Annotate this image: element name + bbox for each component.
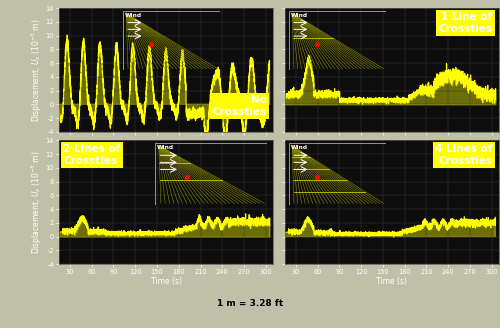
Text: No
Crossties: No Crossties	[212, 95, 266, 117]
Text: 1 Line of
Crossties: 1 Line of Crossties	[438, 12, 492, 33]
X-axis label: Time (s): Time (s)	[150, 277, 182, 286]
Y-axis label: Displacement, $U_x$ (10$^{-3}$ m): Displacement, $U_x$ (10$^{-3}$ m)	[30, 150, 44, 254]
Text: 2 Lines of
Crossties: 2 Lines of Crossties	[64, 144, 120, 166]
Text: 4 Lines of
Crossties: 4 Lines of Crossties	[435, 144, 492, 166]
Y-axis label: Displacement, $U_x$ (10$^{-3}$ m): Displacement, $U_x$ (10$^{-3}$ m)	[30, 18, 44, 122]
X-axis label: Time (s): Time (s)	[376, 277, 408, 286]
Text: 1 m = 3.28 ft: 1 m = 3.28 ft	[217, 299, 283, 308]
